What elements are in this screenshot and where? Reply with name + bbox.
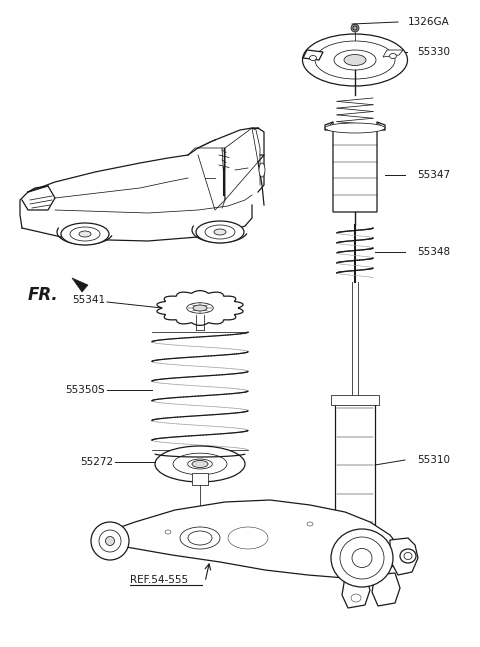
- Ellipse shape: [340, 537, 384, 579]
- Ellipse shape: [187, 303, 213, 313]
- Text: REF.54-555: REF.54-555: [130, 575, 188, 585]
- Ellipse shape: [180, 527, 220, 549]
- Bar: [331, 395, 379, 405]
- Ellipse shape: [106, 536, 115, 545]
- Text: FR.: FR.: [28, 286, 59, 304]
- Ellipse shape: [259, 163, 265, 177]
- Ellipse shape: [310, 56, 316, 61]
- Ellipse shape: [214, 229, 226, 235]
- Text: 55272: 55272: [80, 457, 113, 467]
- Bar: [335, 400, 375, 530]
- Ellipse shape: [61, 223, 109, 245]
- Ellipse shape: [70, 227, 100, 241]
- Ellipse shape: [165, 530, 171, 534]
- Ellipse shape: [400, 549, 416, 563]
- Ellipse shape: [331, 529, 393, 587]
- Ellipse shape: [344, 54, 366, 65]
- Polygon shape: [303, 50, 323, 60]
- Polygon shape: [157, 291, 243, 325]
- Ellipse shape: [325, 123, 385, 133]
- Ellipse shape: [188, 531, 212, 545]
- Ellipse shape: [228, 527, 268, 549]
- Polygon shape: [383, 50, 403, 57]
- Polygon shape: [325, 122, 385, 212]
- Ellipse shape: [351, 594, 361, 602]
- Ellipse shape: [302, 34, 408, 86]
- Polygon shape: [342, 575, 370, 608]
- Text: 55310: 55310: [417, 455, 450, 465]
- Ellipse shape: [205, 225, 235, 239]
- Polygon shape: [72, 278, 88, 292]
- Ellipse shape: [389, 54, 396, 58]
- Ellipse shape: [192, 461, 208, 468]
- Text: 55350S: 55350S: [65, 385, 105, 395]
- Ellipse shape: [91, 522, 129, 560]
- Ellipse shape: [353, 26, 357, 30]
- Ellipse shape: [173, 453, 227, 475]
- Text: 55341: 55341: [72, 295, 105, 305]
- Ellipse shape: [155, 446, 245, 482]
- Ellipse shape: [79, 231, 91, 237]
- Text: 1326GA: 1326GA: [408, 17, 450, 27]
- Ellipse shape: [334, 50, 376, 70]
- Text: 55330: 55330: [417, 47, 450, 57]
- Ellipse shape: [404, 553, 412, 560]
- Ellipse shape: [188, 459, 212, 469]
- Polygon shape: [105, 500, 400, 578]
- Polygon shape: [390, 538, 418, 575]
- Ellipse shape: [196, 221, 244, 243]
- Ellipse shape: [351, 24, 359, 32]
- Ellipse shape: [345, 531, 365, 553]
- Text: 55348: 55348: [417, 247, 450, 257]
- Polygon shape: [372, 573, 400, 606]
- Ellipse shape: [307, 522, 313, 526]
- Bar: [192, 473, 208, 485]
- Text: 55347: 55347: [417, 170, 450, 180]
- Ellipse shape: [352, 549, 372, 567]
- Ellipse shape: [193, 305, 207, 311]
- Ellipse shape: [350, 536, 360, 547]
- Ellipse shape: [315, 41, 395, 79]
- Ellipse shape: [99, 530, 121, 552]
